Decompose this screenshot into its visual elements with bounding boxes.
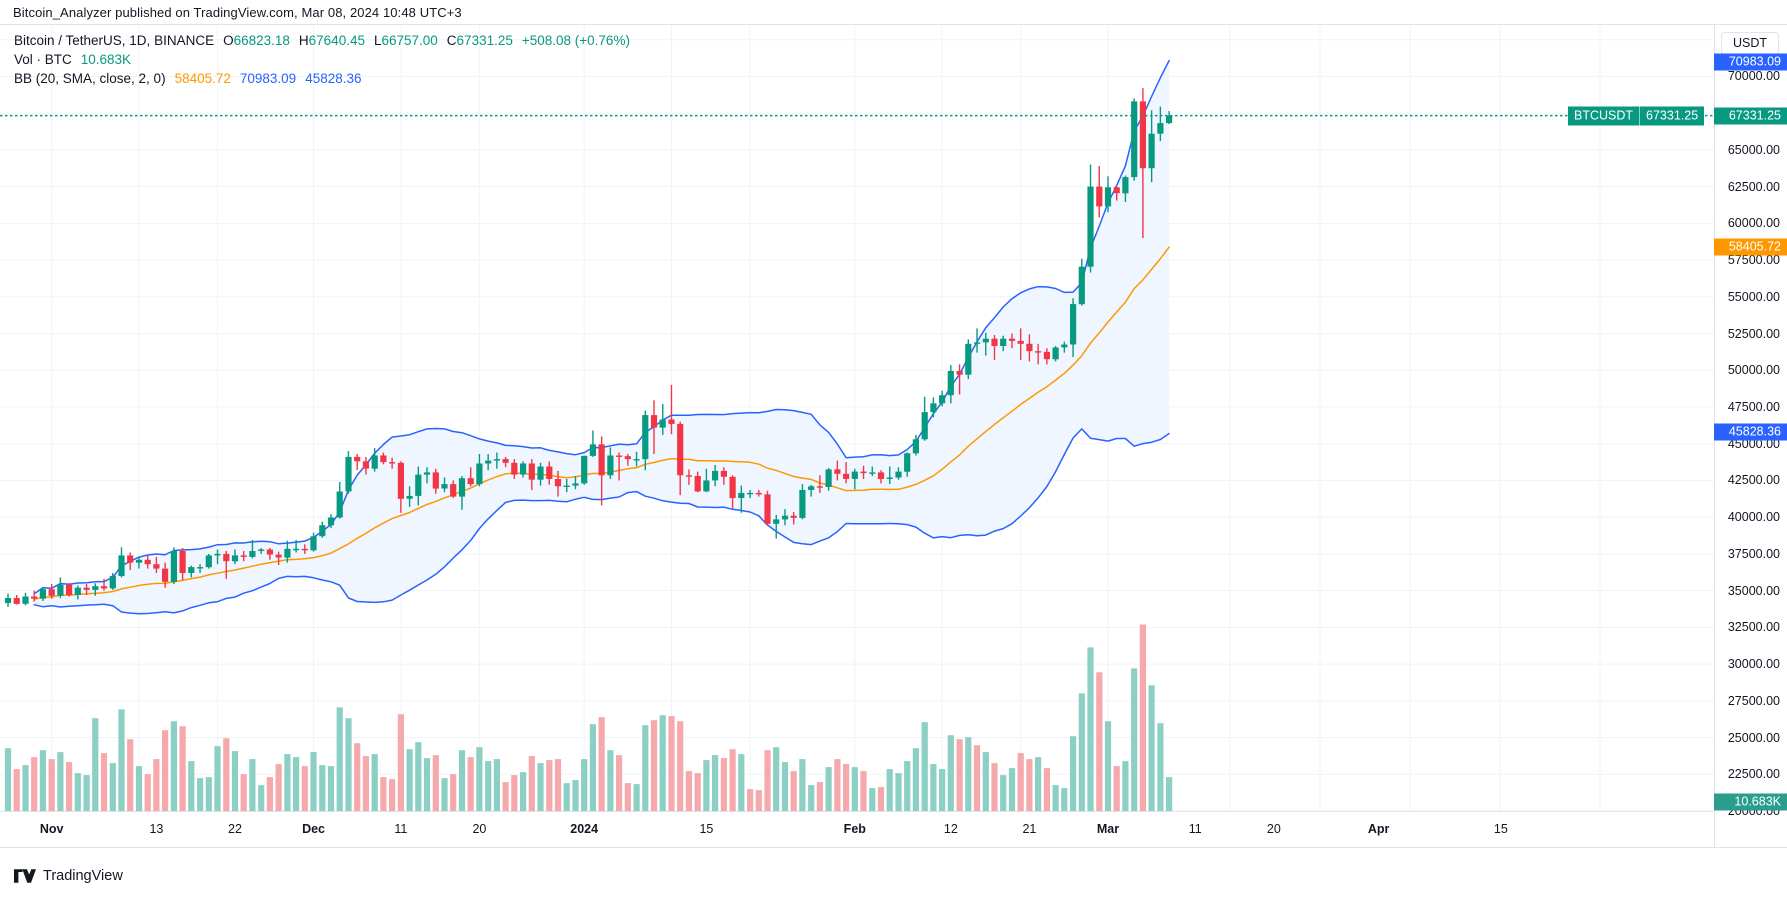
time-tick-label: 22 [228,822,242,836]
time-tick-label: Mar [1096,822,1120,836]
chart-canvas[interactable] [0,25,1714,847]
time-tick-label: Nov [39,822,64,836]
time-tick-label: 13 [149,822,164,836]
price-tick-label: 52500.00 [1727,326,1780,341]
price-tick-label: 37500.00 [1727,546,1780,561]
price-tick-label: 57500.00 [1727,253,1780,268]
price-axis-badge: 67331.25 [1714,107,1787,125]
time-tick-label: 15 [699,822,714,836]
tradingview-brand: TradingView [43,868,123,884]
price-tick-label: 35000.00 [1727,583,1780,598]
tradingview-logo-icon [14,869,36,883]
time-tick-label: 15 [1493,822,1508,836]
chart-frame: Bitcoin / TetherUS, 1D, BINANCE O 66823.1… [0,24,1787,848]
time-tick-label: 12 [943,822,958,836]
last-price-tag: BTCUSDT 67331.25 [1568,106,1705,126]
price-axis-badge: 10.683K [1714,793,1787,811]
time-tick-label: 11 [394,822,408,836]
price-tick-label: 27500.00 [1727,693,1780,708]
footer: TradingView [0,848,1787,904]
price-tick-label: 30000.00 [1727,657,1780,672]
time-tick-label: 20 [1266,822,1281,836]
publish-info-bar: Bitcoin_Analyzer published on TradingVie… [0,0,1787,24]
time-tick-label: 21 [1022,822,1037,836]
price-tick-label: 50000.00 [1727,363,1780,378]
price-tick-label: 45000.00 [1727,436,1780,451]
time-tick-label: Feb [843,822,866,836]
price-tick-label: 60000.00 [1727,216,1780,231]
price-tick-label: 32500.00 [1727,620,1780,635]
publish-text: Bitcoin_Analyzer published on TradingVie… [13,4,462,20]
price-tick-label: 42500.00 [1727,473,1780,488]
price-axis-badge: 45828.36 [1714,423,1787,441]
time-tick-label: Apr [1367,822,1390,836]
time-tick-label: 2024 [570,822,599,836]
time-tick-label: 11 [1188,822,1202,836]
price-tick-label: 65000.00 [1727,142,1780,157]
price-tick-label: 62500.00 [1727,179,1780,194]
price-tick-label: 47500.00 [1727,399,1780,414]
price-tick-label: 70000.00 [1727,69,1780,84]
price-tick-label: 25000.00 [1727,730,1780,745]
chart-pane[interactable] [0,25,1714,847]
price-axis[interactable]: USDT 20000.00 22500.00 25000.00 27500.00 300… [1714,25,1787,847]
price-tick-label: 55000.00 [1727,289,1780,304]
time-tick-label: 20 [472,822,487,836]
price-axis-badge: 70983.09 [1714,53,1787,71]
price-axis-badge: 58405.72 [1714,238,1787,256]
price-tick-label: 22500.00 [1727,767,1780,782]
price-tick-label: 40000.00 [1727,510,1780,525]
time-axis[interactable]: Nov 13 22 Dec 11 20 2024 15 Feb 12 21 Mar 11 20 Apr 15 [0,811,1714,847]
last-price-value: 67331.25 [1640,106,1705,126]
currency-button[interactable]: USDT [1721,32,1779,55]
last-price-symbol: BTCUSDT [1568,106,1641,126]
time-tick-label: Dec [302,822,326,836]
